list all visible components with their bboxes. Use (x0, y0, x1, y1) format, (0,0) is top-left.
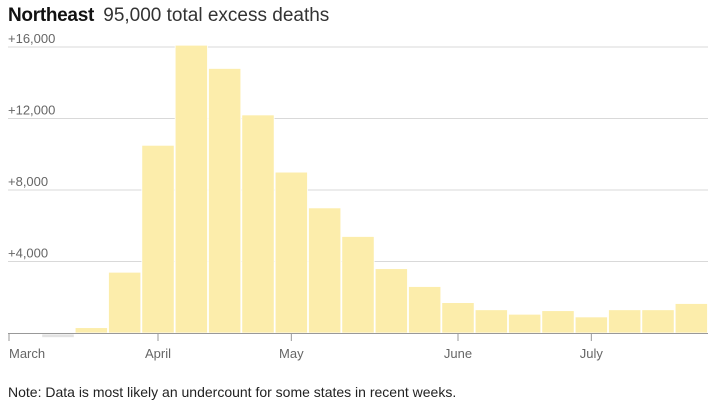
bar-week-13 (408, 286, 442, 334)
x-tick-label: July (580, 346, 604, 361)
bar-week-19 (608, 309, 642, 334)
x-tick-label: April (145, 346, 171, 361)
x-tick-label: March (9, 346, 45, 361)
footnote: Note: Data is most likely an undercount … (8, 384, 457, 400)
bar-week-17 (541, 310, 575, 334)
y-tick-label: +16,000 (8, 31, 55, 46)
bar-week-7 (208, 68, 242, 334)
bar-week-5 (141, 144, 175, 334)
bar-week-9 (274, 171, 308, 334)
x-tick-label: May (279, 346, 304, 361)
bar-week-21 (674, 303, 708, 334)
bar-week-2 (41, 333, 75, 338)
bars (41, 44, 708, 338)
tick-labels: +4,000 +8,000 +12,000 +16,000 March April May J… (8, 31, 603, 361)
region-name: Northeast (8, 5, 94, 26)
bar-week-15 (474, 309, 508, 334)
y-tick-label: +12,000 (8, 103, 55, 118)
x-axis (8, 333, 708, 341)
bar-week-20 (641, 309, 675, 334)
bar-week-16 (508, 313, 542, 334)
bar-week-3 (74, 327, 108, 334)
chart-subtitle: 95,000 total excess deaths (103, 5, 330, 26)
bar-week-10 (308, 207, 342, 334)
y-tick-label: +4,000 (8, 246, 48, 261)
bar-week-11 (341, 236, 375, 334)
x-tick-label: June (444, 346, 472, 361)
bar-week-8 (241, 114, 275, 334)
bar-week-14 (441, 302, 475, 334)
bar-week-18 (574, 316, 608, 334)
bar-week-6 (174, 44, 208, 334)
bar-week-12 (374, 268, 408, 334)
chart-title: Northeast 95,000 total excess deaths (8, 4, 329, 28)
gridlines (8, 46, 708, 262)
bar-week-4 (108, 271, 142, 334)
excess-deaths-chart: +4,000 +8,000 +12,000 +16,000 March April May J… (8, 31, 708, 361)
y-tick-label: +8,000 (8, 174, 48, 189)
